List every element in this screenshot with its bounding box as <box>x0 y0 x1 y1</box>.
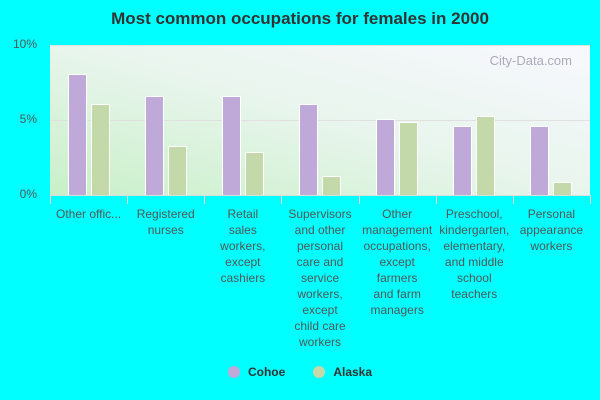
x-tick-label: Personal appearance workers <box>519 207 584 253</box>
x-tick-label: Preschool, kindergarten, elementary, and… <box>439 207 510 301</box>
x-tick-label: Other offic... <box>55 207 122 221</box>
plot-area: City-Data.com <box>50 45 590 195</box>
x-tick <box>50 195 51 204</box>
chart-title: Most common occupations for females in 2… <box>111 9 489 28</box>
x-tick-label: Supervisors and other personal care and … <box>288 207 352 349</box>
bar-alaska[interactable] <box>322 175 341 195</box>
x-tick-label: Other management occupations, except far… <box>362 207 433 317</box>
legend-item-alaska[interactable]: Alaska <box>313 365 372 379</box>
bar-cohoe[interactable] <box>299 103 318 195</box>
x-tick-label: Registered nurses <box>136 207 195 237</box>
x-tick <box>127 195 129 204</box>
legend-swatch-icon <box>227 366 240 378</box>
x-tick-label: Retail sales workers, except cashiers <box>220 207 266 285</box>
bar-alaska[interactable] <box>167 145 187 195</box>
bar-alaska[interactable] <box>399 121 419 195</box>
legend-label: Alaska <box>333 365 373 379</box>
bar-alaska[interactable] <box>90 103 110 195</box>
legend: Cohoe Alaska <box>0 365 600 379</box>
x-tick <box>590 195 591 204</box>
bar-cohoe[interactable] <box>144 96 164 195</box>
x-tick <box>512 195 514 204</box>
watermark: City-Data.com <box>489 53 572 68</box>
bar-cohoe[interactable] <box>453 126 473 195</box>
x-axis <box>50 195 590 196</box>
legend-item-cohoe[interactable]: Cohoe <box>227 365 286 379</box>
x-tick <box>358 195 360 204</box>
gridline-10 <box>50 45 590 46</box>
bar-cohoe[interactable] <box>530 126 550 195</box>
x-tick <box>281 195 283 204</box>
gridline-5 <box>50 120 590 121</box>
x-tick <box>435 195 437 204</box>
bar-alaska[interactable] <box>553 181 573 195</box>
bar-cohoe[interactable] <box>376 118 396 195</box>
legend-swatch-icon <box>313 366 326 378</box>
legend-label: Cohoe <box>247 365 286 379</box>
bar-cohoe[interactable] <box>221 96 241 195</box>
bar-alaska[interactable] <box>244 151 264 195</box>
x-tick <box>204 195 206 204</box>
y-tick-label: 10% <box>12 37 37 51</box>
bar-cohoe[interactable] <box>67 73 87 195</box>
y-tick-label: 0% <box>19 187 37 201</box>
y-tick-label: 5% <box>19 112 37 126</box>
bar-alaska[interactable] <box>476 115 496 195</box>
